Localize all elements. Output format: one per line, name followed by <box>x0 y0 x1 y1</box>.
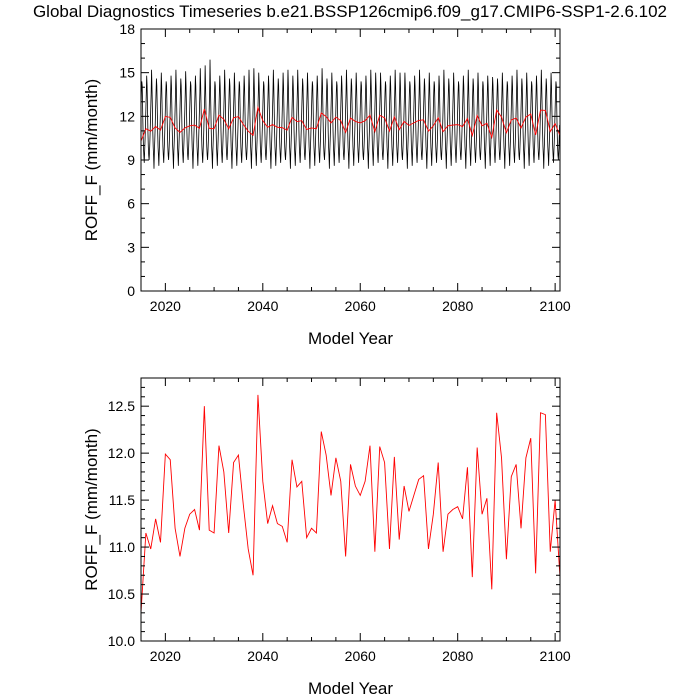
y-tick-label: 11.5 <box>109 492 135 508</box>
y-tick-label: 12.5 <box>108 398 135 414</box>
y-tick-label: 12.0 <box>108 445 135 461</box>
y-axis-label: ROFF_F (mm/month) <box>82 428 101 590</box>
x-tick-label: 2080 <box>442 298 473 314</box>
x-tick-label: 2040 <box>247 648 278 664</box>
x-tick-label: 2020 <box>150 298 181 314</box>
y-tick-label: 15 <box>119 65 135 81</box>
annual-mean-series-line <box>140 394 561 613</box>
y-tick-label: 10.0 <box>108 633 135 649</box>
x-tick-label: 2100 <box>540 648 571 664</box>
x-axis-label: Model Year <box>308 329 393 348</box>
chart-title: Global Diagnostics Timeseries b.e21.BSSP… <box>32 2 668 21</box>
plot-frame <box>140 28 561 292</box>
y-tick-label: 11.0 <box>109 539 135 555</box>
x-tick-label: 2060 <box>345 298 376 314</box>
bottom-panel-annual: 2020 2040 2060 2080 2100 10.0 10.5 11.0 11.5 12.0… <box>82 377 571 698</box>
y-tick-label: 0 <box>127 283 135 299</box>
annual-mean-series-line <box>140 105 561 142</box>
y-tick-label: 18 <box>119 21 135 37</box>
y-axis-label: ROFF_F (mm/month) <box>82 79 101 241</box>
y-tick-label: 10.5 <box>108 586 135 602</box>
top-panel-monthly-and-annual: 2020 2040 2060 2080 2100 0 3 6 9 12 15 18 Model Year… <box>82 21 571 348</box>
x-tick-label: 2040 <box>247 298 278 314</box>
x-tick-label: 2020 <box>150 648 181 664</box>
y-tick-label: 3 <box>127 239 135 255</box>
x-tick-label: 2080 <box>442 648 473 664</box>
x-axis-label: Model Year <box>308 679 393 698</box>
monthly-series-line <box>140 59 560 291</box>
y-tick-label: 9 <box>127 152 135 168</box>
y-tick-label: 6 <box>127 196 135 212</box>
x-tick-label: 2100 <box>540 298 571 314</box>
y-tick-label: 12 <box>119 108 135 124</box>
x-tick-label: 2060 <box>345 648 376 664</box>
